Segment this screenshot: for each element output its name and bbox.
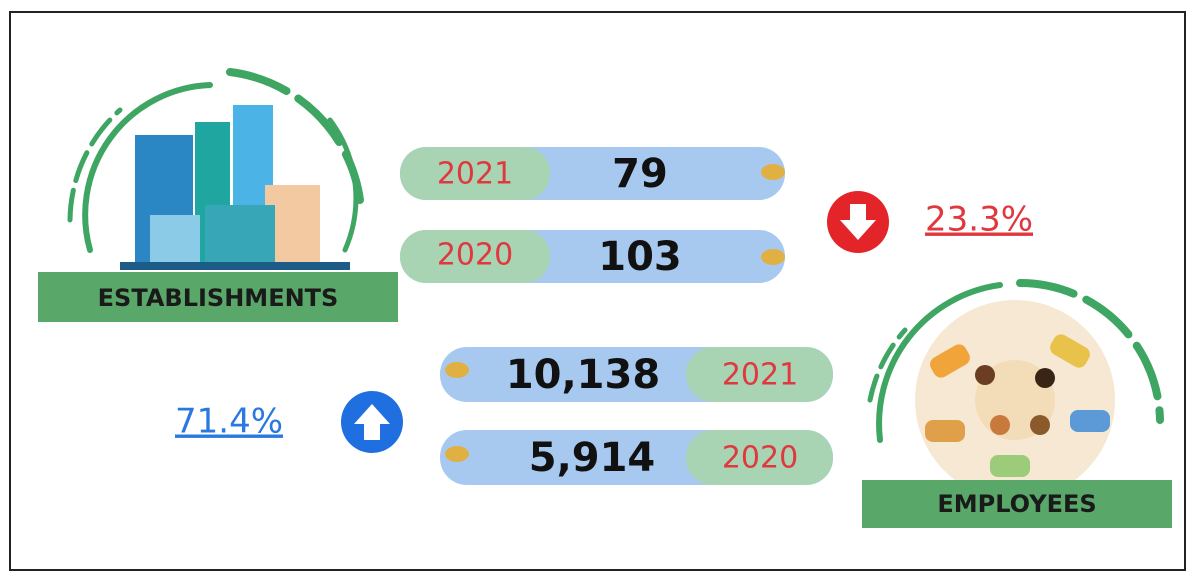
- pill: 2020 103: [400, 230, 785, 283]
- year: 2020: [437, 238, 513, 273]
- change: 71.4%: [175, 402, 283, 442]
- pill: 2021 10,138: [440, 347, 833, 402]
- change: 23.3%: [925, 200, 1033, 240]
- establishments-label: ESTABLISHMENTS: [98, 284, 339, 312]
- year: 2021: [722, 358, 798, 393]
- pill: 2020 5,914: [440, 430, 833, 485]
- up-icon: [341, 391, 403, 453]
- value: 5,914: [529, 435, 656, 481]
- year: 2020: [722, 441, 798, 476]
- infographic: ESTABLISHMENTS 2021 79 2020 103 23.3% 20…: [0, 0, 1193, 576]
- value: 10,138: [506, 352, 660, 398]
- value: 103: [598, 234, 682, 280]
- year: 2021: [437, 157, 513, 192]
- value: 79: [612, 151, 668, 197]
- pill: 2021 79: [400, 147, 785, 200]
- employees-label: EMPLOYEES: [937, 490, 1096, 518]
- down-icon: [827, 191, 889, 253]
